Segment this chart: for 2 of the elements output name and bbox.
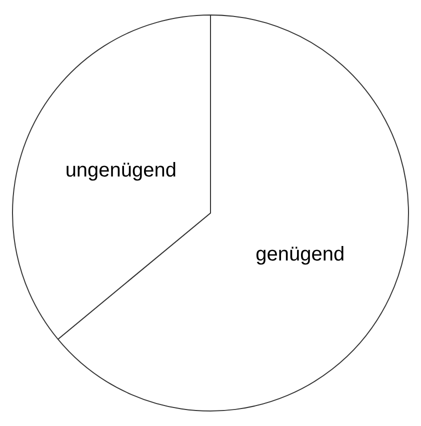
slice-label: genügend	[256, 244, 345, 266]
slice-label: ungenügend	[65, 159, 177, 182]
